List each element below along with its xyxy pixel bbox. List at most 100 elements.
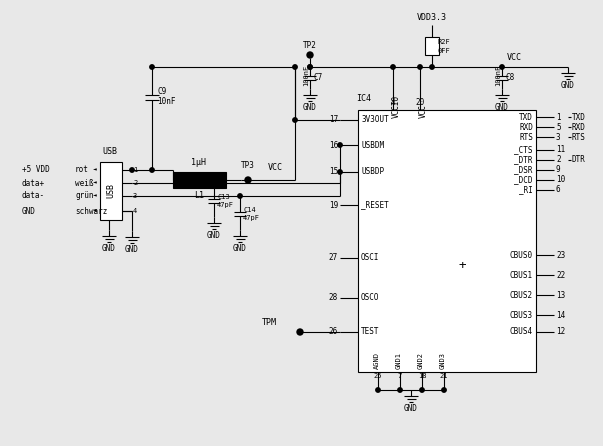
Circle shape bbox=[430, 65, 434, 69]
Circle shape bbox=[307, 52, 313, 58]
Text: 15: 15 bbox=[329, 168, 338, 177]
Text: 27: 27 bbox=[329, 253, 338, 263]
Circle shape bbox=[246, 178, 250, 182]
Text: schwarz: schwarz bbox=[75, 206, 107, 215]
Text: 11: 11 bbox=[556, 145, 565, 154]
Text: TP3: TP3 bbox=[241, 161, 255, 170]
Bar bbox=[358, 110, 536, 372]
Text: VDD3.3: VDD3.3 bbox=[417, 13, 447, 22]
Text: 1: 1 bbox=[556, 112, 561, 121]
Text: GND2: GND2 bbox=[418, 352, 424, 369]
Text: _DTR: _DTR bbox=[514, 156, 533, 165]
Text: 14: 14 bbox=[556, 310, 565, 319]
Text: CBUS4: CBUS4 bbox=[510, 327, 533, 336]
Text: AGND: AGND bbox=[374, 352, 380, 369]
Circle shape bbox=[376, 388, 380, 392]
Circle shape bbox=[308, 65, 312, 69]
Text: GND: GND bbox=[102, 244, 116, 253]
Text: +5 VDD: +5 VDD bbox=[22, 165, 50, 174]
Text: CBUS1: CBUS1 bbox=[510, 271, 533, 280]
Text: IC4: IC4 bbox=[356, 94, 371, 103]
Text: 19: 19 bbox=[329, 201, 338, 210]
Text: 3: 3 bbox=[556, 132, 561, 141]
Text: GND: GND bbox=[561, 81, 575, 90]
Circle shape bbox=[338, 143, 342, 147]
Text: rot: rot bbox=[75, 165, 89, 174]
Text: RXD: RXD bbox=[519, 123, 533, 132]
Text: GND3: GND3 bbox=[440, 352, 446, 369]
Text: GND: GND bbox=[233, 244, 247, 253]
Text: ◄: ◄ bbox=[93, 181, 97, 186]
Text: CBUS2: CBUS2 bbox=[510, 290, 533, 300]
Circle shape bbox=[150, 168, 154, 172]
Text: weiß: weiß bbox=[75, 178, 93, 187]
Text: 22: 22 bbox=[556, 271, 565, 280]
Text: RTS: RTS bbox=[519, 132, 533, 141]
Text: USBDM: USBDM bbox=[361, 140, 384, 149]
Bar bbox=[173, 172, 226, 188]
Text: 23: 23 bbox=[556, 251, 565, 260]
Text: CBUS0: CBUS0 bbox=[510, 251, 533, 260]
Text: 28: 28 bbox=[329, 293, 338, 302]
Circle shape bbox=[442, 388, 446, 392]
Text: 12: 12 bbox=[556, 327, 565, 336]
Text: L1: L1 bbox=[194, 191, 204, 200]
Text: 2: 2 bbox=[556, 156, 561, 165]
Text: GND: GND bbox=[22, 206, 36, 215]
Text: GND: GND bbox=[125, 245, 139, 254]
Text: VCC: VCC bbox=[419, 104, 428, 118]
Text: 18: 18 bbox=[418, 373, 426, 379]
Text: 4: 4 bbox=[391, 98, 396, 107]
Circle shape bbox=[420, 388, 424, 392]
Text: OSCI: OSCI bbox=[361, 253, 379, 263]
Circle shape bbox=[418, 65, 422, 69]
Circle shape bbox=[338, 170, 342, 174]
Text: USBDP: USBDP bbox=[361, 168, 384, 177]
Text: RTS: RTS bbox=[572, 132, 586, 141]
Text: TXD: TXD bbox=[519, 112, 533, 121]
Text: C14: C14 bbox=[243, 207, 256, 213]
Text: C13: C13 bbox=[217, 194, 230, 200]
Text: R2F: R2F bbox=[437, 39, 450, 45]
Text: 17: 17 bbox=[329, 116, 338, 124]
Text: 10: 10 bbox=[556, 175, 565, 185]
Text: _RI: _RI bbox=[519, 186, 533, 194]
Text: TEST: TEST bbox=[361, 327, 379, 336]
Circle shape bbox=[293, 65, 297, 69]
Text: DTR: DTR bbox=[572, 156, 586, 165]
Text: ◄: ◄ bbox=[93, 168, 97, 173]
Text: USB: USB bbox=[107, 183, 116, 198]
Text: 26: 26 bbox=[329, 327, 338, 336]
Text: CBUS3: CBUS3 bbox=[510, 310, 533, 319]
Text: 2: 2 bbox=[133, 180, 137, 186]
Circle shape bbox=[391, 65, 395, 69]
Text: 10nF: 10nF bbox=[157, 96, 175, 106]
Circle shape bbox=[398, 388, 402, 392]
Text: GND1: GND1 bbox=[396, 352, 402, 369]
Text: _DCD: _DCD bbox=[514, 175, 533, 185]
Bar bbox=[100, 162, 122, 220]
Text: 100nF: 100nF bbox=[303, 64, 309, 86]
Text: GND: GND bbox=[207, 231, 221, 240]
Text: C7: C7 bbox=[313, 74, 322, 83]
Text: data+: data+ bbox=[22, 178, 45, 187]
Circle shape bbox=[298, 330, 302, 334]
Text: VCC: VCC bbox=[507, 53, 522, 62]
Bar bbox=[425, 37, 439, 55]
Circle shape bbox=[293, 118, 297, 122]
Text: 3V3OUT: 3V3OUT bbox=[361, 116, 389, 124]
Text: ◄: ◄ bbox=[93, 194, 97, 198]
Text: C8: C8 bbox=[505, 74, 514, 83]
Text: RXD: RXD bbox=[572, 123, 586, 132]
Text: 16: 16 bbox=[329, 140, 338, 149]
Text: VCCIO: VCCIO bbox=[392, 95, 401, 118]
Text: TP2: TP2 bbox=[303, 41, 317, 50]
Circle shape bbox=[212, 181, 216, 185]
Text: 20: 20 bbox=[415, 98, 425, 107]
Text: TXD: TXD bbox=[572, 112, 586, 121]
Text: _RESET: _RESET bbox=[361, 201, 389, 210]
Text: 0FF: 0FF bbox=[437, 48, 450, 54]
Text: _DSR: _DSR bbox=[514, 165, 533, 174]
Text: 21: 21 bbox=[440, 373, 448, 379]
Text: GND: GND bbox=[495, 103, 509, 112]
